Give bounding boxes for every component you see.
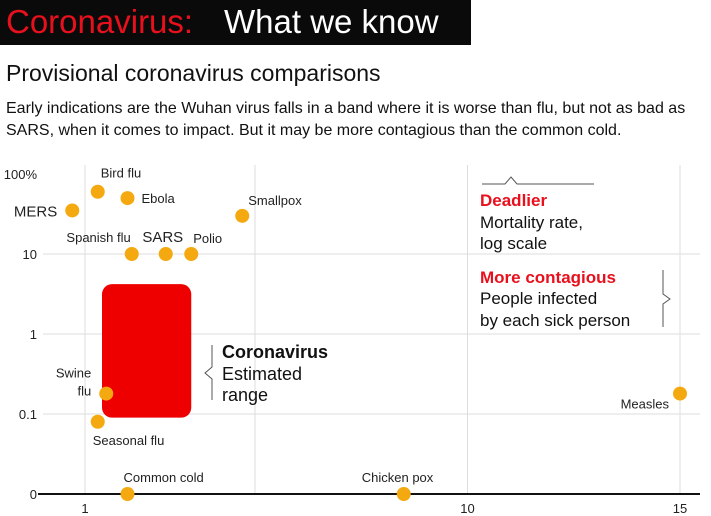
point-label: Spanish flu xyxy=(66,230,130,245)
point-label: Seasonal flu xyxy=(93,433,165,448)
y-tick-label: 1 xyxy=(30,327,37,342)
data-point xyxy=(396,487,411,501)
axes: 100% 10 1 0.1 0 1 10 15 xyxy=(4,167,700,516)
range-label-bold: Coronavirus xyxy=(222,342,328,362)
x-tick-label: 10 xyxy=(460,501,474,516)
data-point xyxy=(184,247,199,261)
contagious-line1: People infected xyxy=(480,289,597,308)
range-bracket-icon xyxy=(204,345,213,400)
deadlier-line2: log scale xyxy=(480,234,547,253)
y-tick-label: 0.1 xyxy=(19,407,37,422)
y-tick-label: 100% xyxy=(4,167,38,182)
data-point xyxy=(65,203,80,218)
point-label: SARS xyxy=(142,229,183,246)
data-point xyxy=(673,386,687,401)
contagious-line2: by each sick person xyxy=(480,311,630,330)
deadlier-line1: Mortality rate, xyxy=(480,213,583,232)
point-label: Ebola xyxy=(142,191,176,206)
point-label: MERS xyxy=(14,203,57,220)
coronavirus-range-box xyxy=(102,284,192,418)
point-label: Bird flu xyxy=(101,166,141,181)
y-tick-label: 10 xyxy=(23,247,37,262)
point-label: Measles xyxy=(621,397,670,412)
subtitle: Provisional coronavirus comparisons xyxy=(6,60,381,86)
point-label: flu xyxy=(78,384,92,399)
data-point xyxy=(90,184,105,199)
data-point xyxy=(120,191,135,206)
point-label: Swine xyxy=(56,366,91,381)
annotations: Coronavirus Estimated range Deadlier Mor… xyxy=(204,176,671,405)
deadlier-bracket-icon xyxy=(482,176,594,185)
range-label-line2: Estimated xyxy=(222,364,302,384)
description: Early indications are the Wuhan virus fa… xyxy=(6,100,686,139)
range-label-line3: range xyxy=(222,385,268,405)
y-tick-label: 0 xyxy=(30,487,37,502)
title-bar: Coronavirus: What we know xyxy=(0,0,471,45)
title-rest: What we know xyxy=(224,3,439,40)
point-label: Chicken pox xyxy=(362,470,434,485)
point-label: Polio xyxy=(193,231,222,246)
contagious-bracket-icon xyxy=(662,270,671,327)
data-point xyxy=(158,247,173,261)
data-point xyxy=(120,487,135,501)
data-point xyxy=(90,414,105,429)
x-tick-label: 15 xyxy=(673,501,687,516)
data-point xyxy=(99,386,114,401)
point-label: Common cold xyxy=(124,470,204,485)
point-label: Smallpox xyxy=(248,193,302,208)
x-tick-label: 1 xyxy=(81,501,88,516)
contagious-title: More contagious xyxy=(480,268,616,287)
deadlier-title: Deadlier xyxy=(480,191,547,210)
coronavirus-range xyxy=(102,284,192,418)
data-point xyxy=(235,208,250,223)
title-highlight: Coronavirus: xyxy=(6,3,194,40)
data-point xyxy=(124,247,139,261)
